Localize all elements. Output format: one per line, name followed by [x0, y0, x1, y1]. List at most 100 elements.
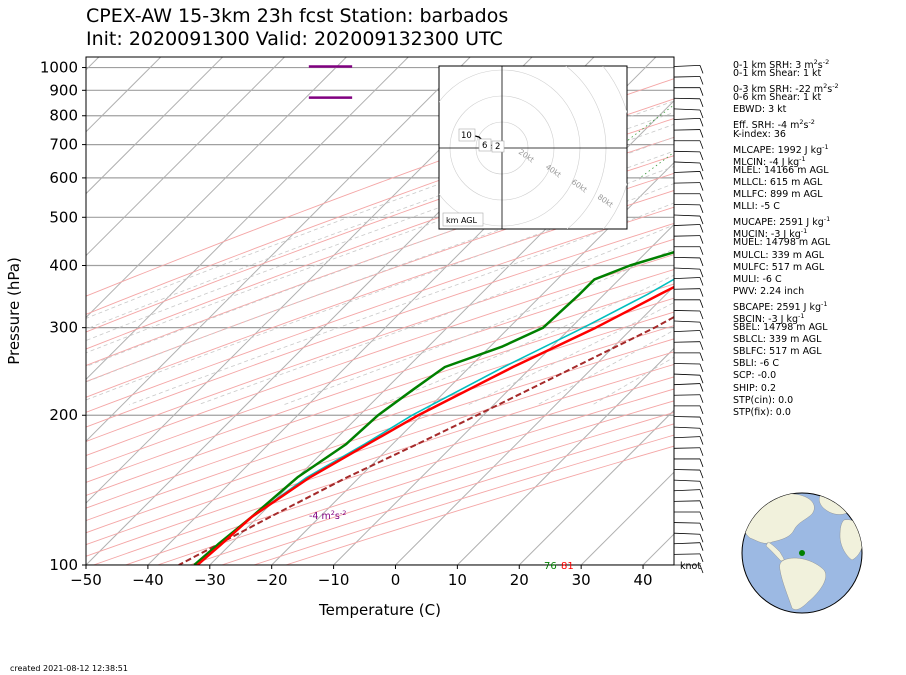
dry-adiabat — [86, 98, 674, 315]
y-tick-label: 300 — [49, 319, 78, 337]
moist-adiabat — [86, 112, 674, 330]
wind-barb — [673, 522, 701, 524]
wind-barbs — [673, 64, 704, 574]
parameter-line: STP(cin): 0.0 — [733, 394, 794, 406]
parameter-line: MULI: -6 C — [733, 273, 782, 285]
x-tick-label: −20 — [256, 571, 288, 589]
parameter-line: SBLI: -6 C — [733, 358, 779, 370]
wind-barb — [673, 341, 701, 343]
x-tick-label: 20 — [510, 571, 529, 589]
parameter-line: SBEL: 14798 m AGL — [733, 322, 828, 334]
wind-barb — [673, 469, 701, 471]
wind-barb — [673, 97, 701, 100]
wind-barb — [673, 117, 701, 120]
parameter-line: SBCAPE: 2591 J kg-1 — [733, 299, 828, 314]
wind-barb — [673, 532, 701, 535]
parameter-line: MLCAPE: 1992 J kg-1 — [733, 142, 829, 156]
isotherm--70 — [86, 57, 471, 442]
dry-adiabat — [86, 351, 674, 546]
wind-barb — [673, 129, 701, 131]
isotherm--120 — [86, 57, 162, 133]
moist-adiabat — [86, 123, 674, 341]
surface-dewpoint-label: 76 — [544, 561, 557, 572]
isotherm--20 — [271, 161, 674, 565]
wind-barb — [673, 171, 701, 173]
moist-adiabat — [198, 224, 674, 406]
parameter-line: MLLI: -5 C — [733, 201, 780, 213]
y-tick-label: 500 — [49, 208, 78, 226]
wind-barb — [673, 277, 701, 280]
dry-adiabat — [86, 190, 674, 398]
parameter-line: Eff. SRH: -4 m2s-2 — [733, 118, 815, 132]
wind-barb — [673, 267, 701, 270]
y-tick-label: 600 — [49, 169, 78, 187]
dewpoint-profile — [193, 250, 674, 565]
isotherm--100 — [86, 57, 285, 257]
wind-barb — [673, 363, 701, 365]
wetbulb-point — [886, 160, 887, 161]
x-tick-label: −40 — [132, 571, 164, 589]
wind-barb — [673, 436, 701, 439]
wind-barb — [673, 416, 701, 418]
srh-label: -4 m2s-2 — [309, 509, 346, 522]
wind-barb — [673, 203, 701, 206]
moist-adiabat — [129, 202, 674, 406]
parameter-line: MULCL: 339 m AGL — [733, 249, 825, 261]
hodo-label-6: 6 — [482, 141, 487, 151]
wind-barb — [673, 447, 701, 449]
wetbulb-profile — [196, 278, 674, 565]
wind-barb — [673, 330, 701, 333]
wind-barb — [673, 64, 701, 67]
wind-barb — [673, 500, 701, 502]
mixing-ratio-line — [837, 57, 906, 178]
wind-barb — [673, 479, 701, 482]
temperature-point — [716, 265, 717, 266]
dry-adiabat — [86, 222, 674, 428]
parameter-line: MLLFC: 899 m AGL — [733, 189, 823, 201]
hodo-label-2: 2 — [495, 142, 500, 152]
wind-barb — [673, 426, 701, 429]
wind-barb — [673, 224, 701, 226]
wind-barb — [673, 489, 701, 492]
wind-barb — [673, 235, 701, 237]
wind-barb — [673, 256, 701, 259]
x-tick-label: 10 — [448, 571, 467, 589]
dewpoint-point — [892, 160, 893, 161]
mixing-ratio-line — [639, 151, 674, 179]
parameter-line: SBCIN: -3 J kg-1 — [733, 311, 805, 326]
parameter-line: 0-1 km Shear: 1 kt — [733, 68, 822, 80]
station-marker — [799, 550, 805, 556]
moist-adiabat — [86, 166, 674, 383]
plot-frame — [85, 56, 675, 566]
parameter-line: SCP: -0.0 — [733, 370, 777, 382]
parameter-line: EBWD: 3 kt — [733, 104, 787, 116]
dry-adiabat — [86, 254, 674, 456]
mixing-ratio-line — [864, 57, 906, 178]
hodo-label-10: 10 — [461, 131, 472, 141]
parameter-line: STP(fix): 0.0 — [733, 406, 791, 418]
wind-barb — [673, 76, 701, 78]
surface-temperature-label: 81 — [561, 561, 574, 572]
moist-adiabat — [86, 183, 674, 401]
hodo-legend: km AGL — [446, 216, 478, 225]
isotherm-30 — [580, 471, 674, 565]
wind-barb — [673, 150, 701, 153]
parameter-line: MULFC: 517 m AGL — [733, 261, 825, 273]
parameter-list: 0-1 km SRH: 3 m2s-2 0-1 km Shear: 1 kt 0-3… — [733, 56, 839, 419]
isotherm-0 — [395, 285, 674, 565]
dewpoint-point — [850, 177, 851, 178]
location-globe — [741, 492, 863, 614]
isotherm--80 — [86, 57, 409, 381]
y-tick-label: 900 — [49, 81, 78, 99]
y-tick-label: 1000 — [40, 59, 78, 77]
temperature-point — [886, 160, 887, 161]
wind-barb — [673, 288, 701, 290]
wetbulb-point — [698, 265, 699, 266]
wind-barb — [673, 214, 701, 217]
y-tick-label: 200 — [49, 406, 78, 424]
x-axis-label: Temperature (C) — [318, 601, 441, 619]
isotherm-10 — [457, 347, 674, 565]
parameter-line: SHIP: 0.2 — [733, 382, 777, 394]
parameter-line: 0-3 km SRH: -22 m2s-2 — [733, 82, 839, 96]
